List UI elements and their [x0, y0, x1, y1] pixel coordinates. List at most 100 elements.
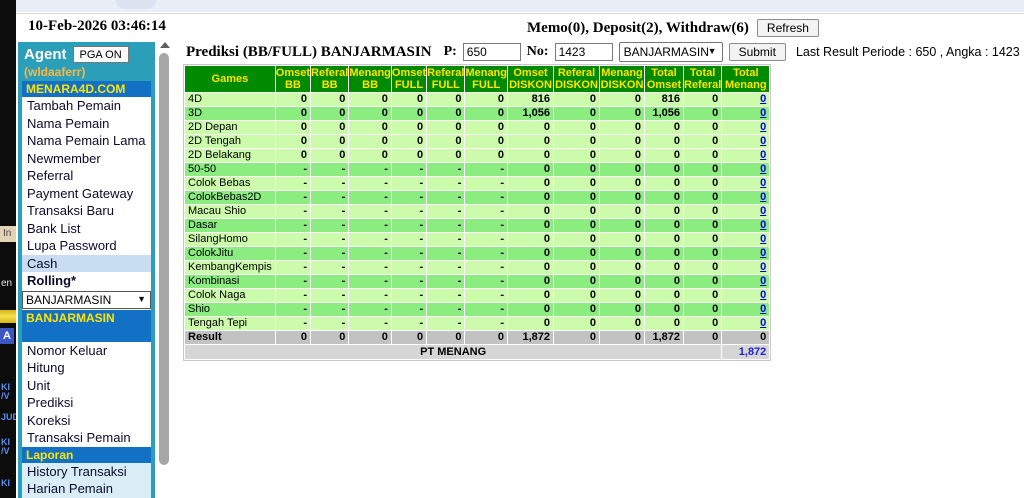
value-cell: -: [311, 275, 349, 288]
result-value-cell: 1,872: [645, 331, 683, 344]
refresh-button[interactable]: Refresh: [756, 19, 819, 37]
total-menang-link[interactable]: 0: [760, 219, 767, 231]
column-header: Referal FULL: [427, 66, 465, 92]
sidebar-item-payment-gateway[interactable]: Payment Gateway: [27, 185, 134, 201]
value-cell: 0: [554, 149, 599, 162]
scrollbar-thumb[interactable]: [159, 53, 169, 465]
value-cell: 0: [275, 107, 311, 120]
sidebar-scrollbar[interactable]: [158, 40, 171, 498]
sidebar-item-history-transaksi[interactable]: History Transaksi: [27, 463, 127, 479]
periode-input[interactable]: [462, 43, 521, 61]
sidebar-item-nomor-keluar[interactable]: Nomor Keluar: [27, 342, 108, 358]
value-cell: -: [275, 233, 311, 246]
sidebar-item-nama-pemain-lama[interactable]: Nama Pemain Lama: [27, 133, 146, 148]
background-link-fragment: KI: [1, 437, 10, 447]
total-menang-link[interactable]: 0: [760, 149, 767, 161]
value-cell: 1,056: [645, 107, 683, 120]
value-cell: 0: [465, 121, 507, 134]
total-menang-link[interactable]: 0: [760, 191, 767, 203]
value-cell: -: [391, 247, 427, 260]
scroll-up-arrow-icon[interactable]: [160, 42, 170, 48]
value-cell: 0: [554, 205, 599, 218]
market-select[interactable]: BANJARMASIN: [618, 42, 723, 62]
total-menang-link[interactable]: 0: [760, 303, 767, 315]
table-row: Colok Naga - - - - - -0 0 0 0 0 0: [185, 289, 770, 302]
background-link-fragment: KI: [1, 478, 10, 488]
sidebar-item-bank-list[interactable]: Bank List: [27, 220, 81, 236]
total-menang-link[interactable]: 0: [760, 261, 767, 273]
sidebar-item-referral[interactable]: Referral: [27, 168, 74, 183]
value-cell: -: [391, 163, 427, 176]
total-menang-link[interactable]: 0: [760, 135, 767, 147]
game-name-cell: Shio: [185, 303, 275, 316]
sidebar-item-tambah-pemain[interactable]: Tambah Pemain: [27, 98, 121, 113]
value-cell: 0: [465, 107, 507, 120]
total-menang-link[interactable]: 0: [760, 275, 767, 287]
value-cell: 0: [684, 247, 722, 260]
total-menang-link[interactable]: 0: [760, 317, 767, 329]
value-cell: 0: [554, 121, 599, 134]
sidebar-item-hitung[interactable]: Hitung: [27, 360, 65, 375]
value-cell: -: [311, 191, 349, 204]
no-input[interactable]: [554, 43, 613, 61]
sidebar-item-koreksi[interactable]: Koreksi: [27, 412, 71, 428]
value-cell: 0: [508, 233, 553, 246]
table-row: Colok Bebas - - - - - -0 0 0 0 0 0: [185, 177, 770, 190]
value-cell: -: [311, 163, 349, 176]
value-cell: 0: [684, 135, 722, 148]
total-menang-link[interactable]: 0: [760, 107, 767, 119]
value-cell: 0: [600, 247, 644, 260]
sidebar-item-cash[interactable]: Cash: [22, 254, 151, 272]
total-menang-link[interactable]: 0: [760, 289, 767, 301]
total-menang-link[interactable]: 0: [760, 163, 767, 175]
sidebar: Agent PGA ON (wldaaferr) MENARA4D.COM Ta…: [18, 42, 155, 498]
total-menang-cell: 0: [722, 233, 770, 246]
sidebar-item-prediksi[interactable]: Prediksi: [27, 395, 74, 410]
total-menang-link[interactable]: 0: [760, 93, 767, 105]
value-cell: 0: [600, 149, 644, 162]
value-cell: 0: [645, 261, 683, 274]
total-menang-link[interactable]: 0: [760, 205, 767, 217]
game-name-cell: SilangHomo: [185, 233, 275, 246]
background-page-strip: In en A KI /V JUD KI /V KI: [0, 0, 16, 498]
total-menang-link[interactable]: 0: [760, 121, 767, 133]
table-row: Shio - - - - - -0 0 0 0 0 0: [185, 303, 770, 316]
value-cell: -: [349, 289, 391, 302]
value-cell: 0: [508, 247, 553, 260]
table-row: SilangHomo - - - - - -0 0 0 0 0 0: [185, 233, 770, 246]
value-cell: -: [465, 247, 507, 260]
sidebar-menu: MENARA4D.COM Tambah Pemain Nama Pemain Nam…: [22, 81, 151, 498]
market-select-wrap: BANJARMASIN ▼: [22, 290, 151, 309]
value-cell: 0: [554, 219, 599, 232]
sidebar-item-rolling-[interactable]: Rolling*: [27, 273, 77, 288]
value-cell: -: [391, 289, 427, 302]
result-value-cell: 0: [349, 331, 391, 344]
value-cell: 0: [508, 135, 553, 148]
value-cell: -: [465, 289, 507, 302]
sidebar-item-newmember[interactable]: Newmember: [27, 150, 101, 166]
sidebar-item-nama-pemain[interactable]: Nama Pemain: [27, 115, 110, 131]
value-cell: 0: [684, 163, 722, 176]
sidebar-market-select[interactable]: BANJARMASIN: [22, 290, 151, 309]
sidebar-item-harian-pemain[interactable]: Harian Pemain: [27, 481, 113, 496]
value-cell: -: [275, 247, 311, 260]
sidebar-item-transaksi-baru[interactable]: Transaksi Baru: [27, 203, 114, 218]
value-cell: -: [465, 163, 507, 176]
sidebar-item-lupa-password[interactable]: Lupa Password: [27, 238, 117, 253]
value-cell: 0: [554, 177, 599, 190]
value-cell: 0: [508, 177, 553, 190]
value-cell: 0: [554, 275, 599, 288]
result-value-cell: 0: [391, 331, 427, 344]
total-menang-link[interactable]: 0: [760, 247, 767, 259]
pga-on-button[interactable]: PGA ON: [72, 46, 129, 63]
total-menang-link[interactable]: 0: [760, 177, 767, 189]
background-fragment: en: [1, 278, 13, 289]
total-menang-link[interactable]: 0: [760, 233, 767, 245]
sidebar-item-transaksi-pemain[interactable]: Transaksi Pemain: [27, 430, 131, 445]
game-name-cell: Macau Shio: [185, 205, 275, 218]
sidebar-item-unit[interactable]: Unit: [27, 377, 51, 393]
column-header: Referal DISKON: [554, 66, 599, 92]
value-cell: -: [465, 191, 507, 204]
pt-menang-value[interactable]: 1,872: [722, 345, 770, 359]
submit-button[interactable]: Submit: [728, 43, 786, 61]
